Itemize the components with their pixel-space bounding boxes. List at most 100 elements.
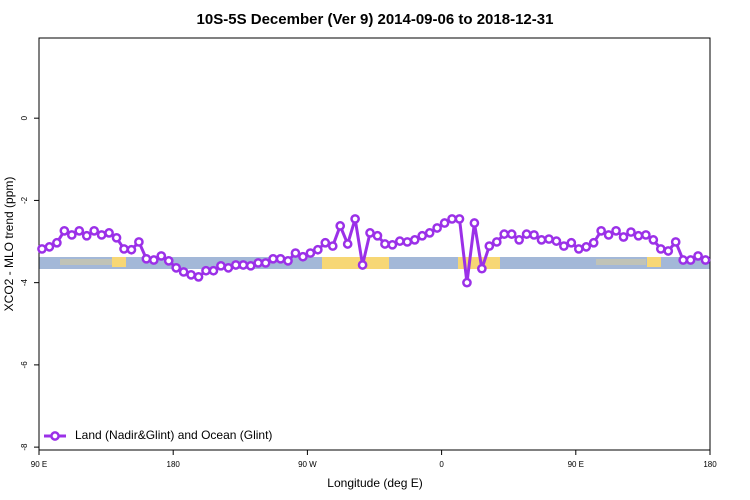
point: [245, 260, 256, 271]
point: [506, 229, 517, 239]
point: [186, 269, 196, 280]
y-tick-label: -6: [20, 361, 29, 369]
point: [223, 262, 234, 273]
point: [66, 230, 77, 240]
point: [402, 237, 413, 247]
point: [603, 230, 614, 240]
x-tick-label: 0: [439, 460, 444, 469]
x-axis-label: Longitude (deg E): [327, 476, 422, 490]
point: [111, 232, 122, 243]
point: [283, 256, 293, 266]
point: [462, 277, 472, 288]
point: [559, 241, 569, 251]
land-patch: [60, 259, 115, 265]
land-patch: [596, 259, 646, 265]
surface-strip: [39, 257, 710, 269]
point: [626, 227, 636, 237]
land-patch: [647, 257, 661, 267]
point: [342, 239, 353, 249]
point: [551, 236, 562, 246]
point: [544, 234, 554, 244]
x-tick-label: 90 E: [31, 460, 47, 469]
point: [238, 260, 249, 270]
point: [178, 267, 189, 277]
point: [566, 237, 577, 248]
point: [380, 239, 390, 249]
point: [156, 251, 167, 261]
point: [216, 260, 226, 271]
point: [59, 225, 70, 236]
legend-marker: [50, 431, 60, 441]
point: [424, 228, 435, 238]
point: [484, 241, 495, 251]
point: [648, 235, 659, 245]
land-patch: [112, 257, 126, 267]
point: [454, 214, 465, 224]
point: [581, 242, 592, 252]
point: [685, 255, 696, 265]
chart-title: 10S-5S December (Ver 9) 2014-09-06 to 20…: [197, 11, 554, 28]
point: [514, 235, 524, 245]
land-patch: [322, 257, 389, 269]
y-tick-label: -4: [20, 279, 29, 287]
point: [148, 255, 159, 265]
x-tick-label: 180: [703, 460, 717, 469]
point: [44, 242, 55, 252]
point: [536, 235, 547, 245]
point: [208, 265, 219, 276]
point: [409, 235, 420, 245]
point: [477, 263, 487, 274]
point: [52, 237, 62, 248]
point: [305, 248, 316, 258]
point: [201, 265, 211, 276]
point: [387, 239, 398, 250]
y-tick-label: -8: [20, 443, 29, 451]
point: [290, 248, 301, 258]
point: [641, 230, 651, 240]
point: [141, 253, 152, 264]
point: [394, 236, 405, 246]
point: [693, 251, 703, 261]
point: [670, 237, 681, 247]
x-tick-label: 180: [167, 460, 181, 469]
point: [611, 225, 621, 236]
point: [678, 255, 689, 265]
point: [372, 230, 383, 241]
point: [447, 214, 457, 224]
y-tick-label: 0: [20, 115, 29, 120]
point: [588, 237, 599, 248]
series-line: [41, 217, 707, 283]
y-tick-label: -2: [20, 196, 29, 204]
point: [432, 223, 442, 233]
point: [119, 244, 129, 254]
point: [126, 244, 137, 255]
legend-label: Land (Nadir&Glint) and Ocean (Glint): [75, 428, 272, 442]
plot-frame: [38, 37, 711, 451]
point: [499, 229, 510, 239]
point: [268, 253, 278, 264]
point: [163, 256, 174, 266]
point: [469, 218, 480, 228]
point: [96, 230, 107, 240]
point: [193, 272, 204, 282]
point: [596, 225, 606, 236]
point: [81, 230, 92, 241]
point: [633, 230, 644, 241]
y-axis-label: XCO2 - MLO trend (ppm): [2, 177, 16, 312]
point: [365, 228, 375, 238]
point: [417, 230, 428, 241]
point: [350, 214, 360, 224]
point: [573, 244, 584, 254]
point: [89, 225, 100, 236]
x-tick-label: 90 W: [298, 460, 317, 469]
point: [312, 244, 323, 255]
point: [335, 221, 346, 231]
point: [171, 262, 182, 273]
point: [104, 228, 114, 238]
point: [298, 251, 308, 262]
point: [529, 230, 539, 240]
point: [357, 260, 368, 270]
point: [439, 218, 450, 228]
